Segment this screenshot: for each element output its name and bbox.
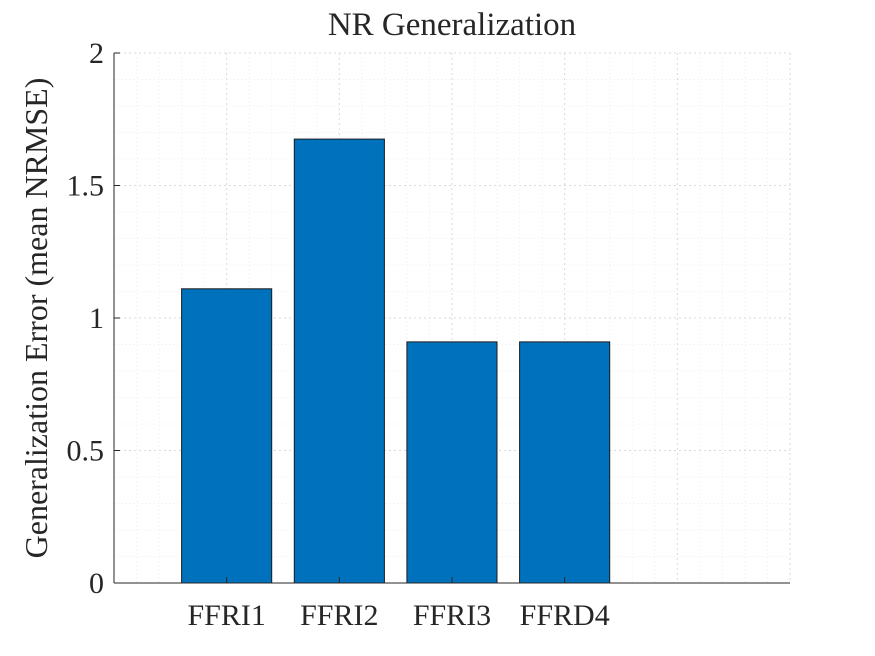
y-tick-label: 0.5 bbox=[67, 435, 105, 468]
x-tick-label: FFRI3 bbox=[413, 599, 491, 632]
y-tick-labels: 0 0.5 1 1.5 2 bbox=[67, 37, 105, 600]
y-tick-label: 1 bbox=[89, 302, 104, 335]
x-tick-label: FFRI2 bbox=[300, 599, 378, 632]
bar-ffrd4 bbox=[519, 341, 611, 584]
bar-ffri2 bbox=[293, 138, 385, 584]
y-axis-label: Generalization Error (mean NRMSE) bbox=[18, 78, 54, 559]
x-tick-label: FFRI1 bbox=[188, 599, 266, 632]
bar-ffri3 bbox=[406, 341, 498, 584]
y-tick-label: 2 bbox=[89, 37, 104, 70]
bar-ffri1 bbox=[181, 288, 273, 584]
y-tick-label: 0 bbox=[89, 567, 104, 600]
x-tick-label: FFRD4 bbox=[520, 599, 610, 632]
chart-title: NR Generalization bbox=[328, 7, 576, 43]
x-tick-labels: FFRI1 FFRI2 FFRI3 FFRD4 bbox=[188, 599, 610, 632]
y-tick-label: 1.5 bbox=[67, 170, 105, 203]
bars bbox=[181, 138, 611, 584]
axes bbox=[113, 52, 790, 584]
